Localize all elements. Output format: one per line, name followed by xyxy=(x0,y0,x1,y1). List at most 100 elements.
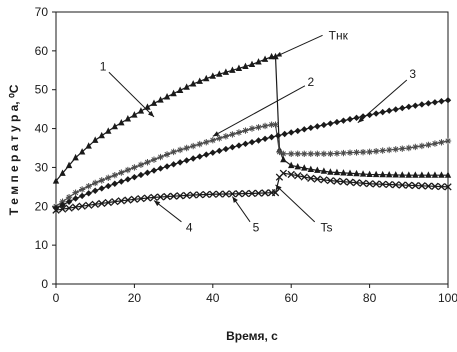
data-point xyxy=(444,183,452,191)
data-point xyxy=(144,169,151,176)
data-point xyxy=(216,70,223,77)
leader-line xyxy=(275,34,323,58)
y-axis-label: Т е м п е р а т у р а, ⁰С xyxy=(7,84,21,215)
data-point xyxy=(92,179,99,187)
data-point xyxy=(379,147,386,154)
x-tick-label: 40 xyxy=(206,291,220,305)
data-point xyxy=(52,177,60,184)
data-point xyxy=(209,149,216,156)
data-point xyxy=(235,64,243,71)
data-point xyxy=(271,189,280,197)
data-point xyxy=(444,137,452,145)
data-point xyxy=(196,153,203,160)
data-point xyxy=(399,171,406,178)
leader-arrowhead xyxy=(154,200,161,207)
x-axis-label: Время, с xyxy=(226,329,278,343)
data-point xyxy=(196,77,203,84)
data-point xyxy=(386,107,393,114)
leader-line xyxy=(108,71,155,118)
data-point xyxy=(190,80,197,87)
series-1 xyxy=(52,52,452,184)
data-point xyxy=(320,176,328,184)
plot-frame xyxy=(55,11,449,285)
curve-label: Тнк xyxy=(329,28,349,42)
data-point xyxy=(85,190,92,197)
data-point xyxy=(65,198,73,205)
data-point xyxy=(431,140,439,147)
data-point xyxy=(209,137,216,144)
data-point xyxy=(359,113,367,120)
curve-label: Ts xyxy=(320,221,332,235)
data-point xyxy=(248,189,256,198)
y-tick-label: 20 xyxy=(35,199,49,213)
data-point xyxy=(131,173,138,181)
curve-label: 2 xyxy=(307,75,314,89)
data-point xyxy=(307,150,314,158)
data-point xyxy=(385,180,393,189)
data-point xyxy=(280,150,287,158)
data-point xyxy=(105,182,112,190)
data-point xyxy=(183,144,190,152)
data-point xyxy=(150,156,158,163)
series-2 xyxy=(52,121,452,210)
data-point xyxy=(405,144,412,152)
data-point xyxy=(78,192,86,200)
data-point xyxy=(346,116,354,123)
data-point xyxy=(326,176,335,185)
data-point xyxy=(261,189,269,197)
data-point xyxy=(72,153,79,161)
data-point xyxy=(353,114,360,122)
data-point xyxy=(418,142,426,150)
data-point xyxy=(59,201,66,209)
data-point xyxy=(254,189,263,197)
data-point xyxy=(392,171,399,178)
data-point xyxy=(353,149,360,156)
data-point xyxy=(228,190,237,198)
data-point xyxy=(314,150,321,158)
data-point xyxy=(202,190,210,199)
data-point xyxy=(163,192,171,201)
data-point xyxy=(222,145,230,153)
data-point xyxy=(176,146,184,154)
data-point xyxy=(150,193,158,202)
data-point xyxy=(241,189,250,198)
data-point xyxy=(261,135,269,143)
data-point xyxy=(248,60,256,68)
x-tick-label: 100 xyxy=(438,291,457,305)
data-point xyxy=(444,97,452,104)
data-point xyxy=(229,131,236,138)
data-point xyxy=(157,96,164,103)
y-tick-label: 70 xyxy=(35,5,49,19)
series-line xyxy=(55,172,449,211)
data-point xyxy=(307,124,314,131)
data-point xyxy=(163,151,171,158)
data-point xyxy=(392,106,399,113)
data-point xyxy=(150,167,158,174)
data-point xyxy=(314,123,321,130)
data-point xyxy=(235,142,243,149)
data-point xyxy=(281,130,288,138)
data-point xyxy=(279,169,288,177)
x-tick-label: 60 xyxy=(285,291,299,305)
data-point xyxy=(170,161,177,168)
data-point xyxy=(346,178,354,186)
data-point xyxy=(59,169,66,176)
x-tick-label: 0 xyxy=(53,291,60,305)
data-point xyxy=(170,89,177,97)
plot-area xyxy=(55,11,449,285)
data-point xyxy=(307,165,314,172)
data-point xyxy=(78,186,86,193)
data-point xyxy=(242,140,249,148)
data-point xyxy=(215,190,223,198)
data-point xyxy=(209,72,216,79)
data-point xyxy=(52,206,60,214)
data-point xyxy=(353,169,360,177)
curve-label: 4 xyxy=(186,221,193,235)
data-point xyxy=(143,194,152,202)
data-point xyxy=(294,162,301,170)
data-point xyxy=(340,117,347,124)
data-point xyxy=(98,177,105,184)
data-point xyxy=(65,204,73,212)
data-point xyxy=(366,170,373,178)
